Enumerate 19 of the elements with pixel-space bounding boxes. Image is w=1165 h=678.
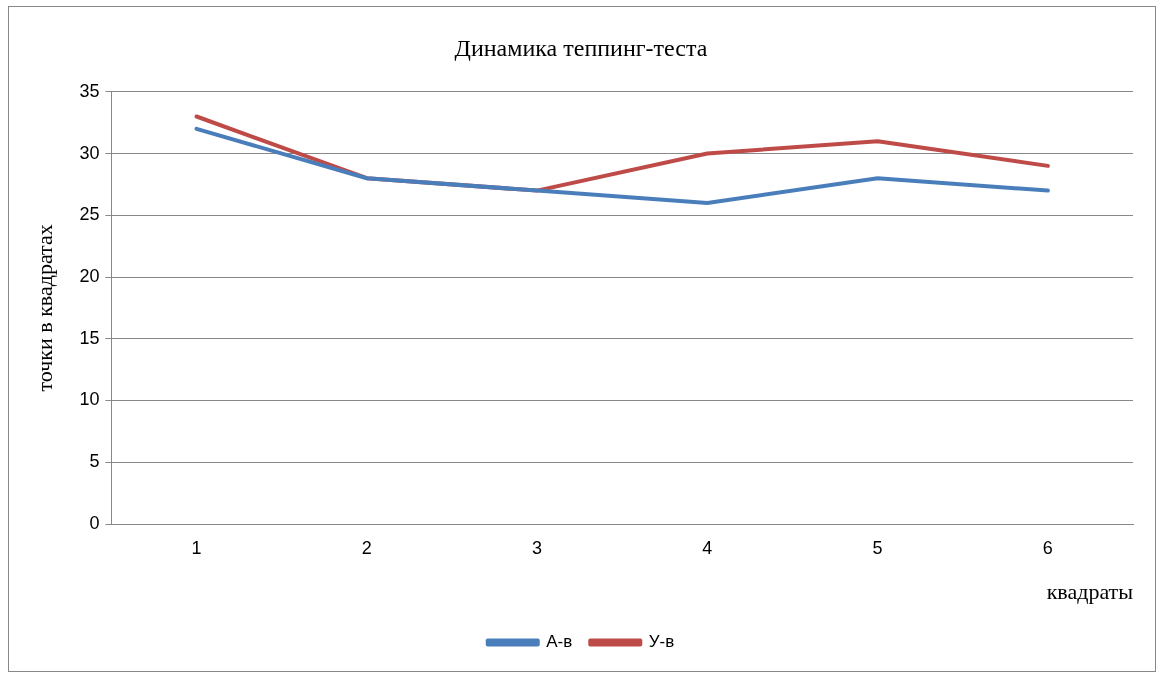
chart-title: Динамика теппинг-теста: [454, 34, 708, 61]
x-axis-title: квадраты: [1046, 578, 1134, 604]
x-tick-label: 6: [1042, 537, 1053, 558]
y-tick-label: 0: [89, 512, 100, 533]
y-tick-label: 10: [79, 389, 100, 410]
x-tick-label: 3: [532, 537, 543, 558]
x-tick-label: 1: [191, 537, 202, 558]
y-tick-label: 5: [89, 451, 100, 472]
x-tick-label: 4: [702, 537, 713, 558]
legend-label: У-в: [648, 632, 675, 652]
y-axis-title: точки в квадратах: [31, 224, 57, 392]
y-tick-label: 30: [79, 142, 100, 163]
y-tick-label: 25: [79, 204, 100, 225]
y-tick-label: 35: [79, 80, 100, 101]
legend-label: А-в: [546, 632, 573, 652]
y-tick-label: 20: [79, 266, 100, 286]
y-tick-label: 15: [79, 327, 100, 348]
x-tick-label: 2: [361, 537, 372, 558]
x-tick-label: 5: [872, 537, 883, 558]
